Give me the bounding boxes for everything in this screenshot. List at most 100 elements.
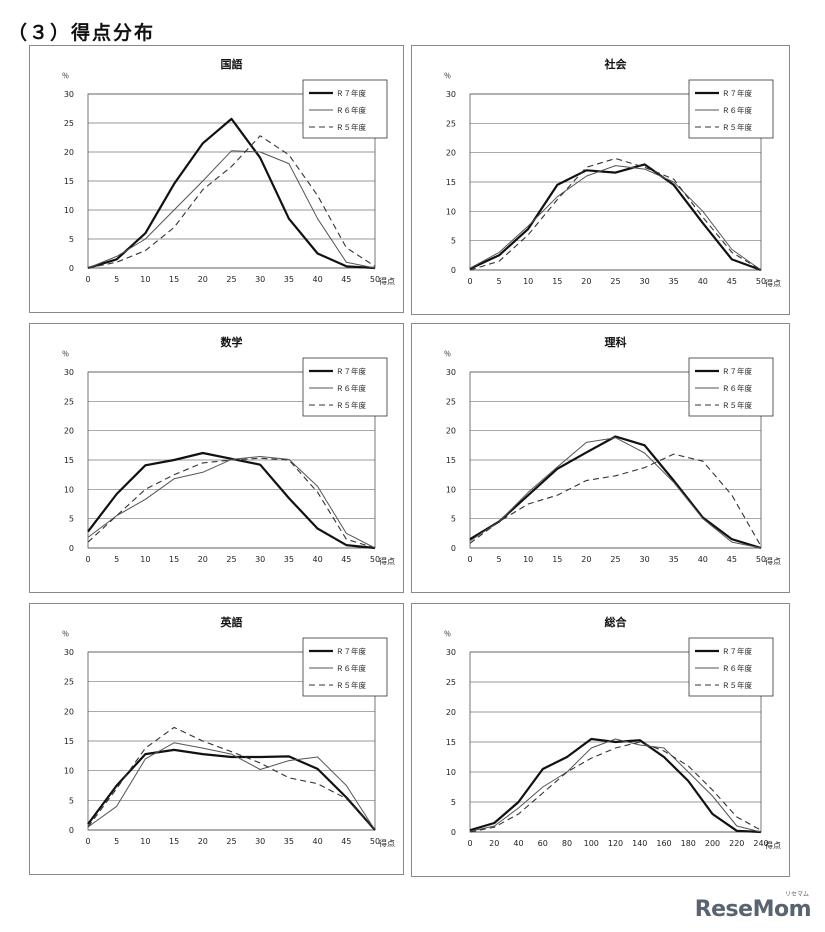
legend-label-r5: Ｒ５年度 bbox=[336, 122, 366, 132]
x-tick-label: 30 bbox=[255, 837, 265, 846]
chart-title: 数学 bbox=[221, 335, 243, 349]
series-line-r5 bbox=[87, 135, 376, 269]
x-tick-label: 10 bbox=[140, 275, 150, 284]
x-tick-label: 15 bbox=[552, 555, 562, 564]
x-tick-label: 45 bbox=[341, 275, 351, 284]
x-tick-label: 0 bbox=[85, 837, 90, 846]
x-tick-label: 20 bbox=[489, 839, 499, 848]
x-tick-label: 50 bbox=[370, 555, 380, 564]
y-tick-label: 15 bbox=[64, 737, 74, 746]
chart-sogo: 総合 0 5 10 15 20 25 30 ％ 0 20 40 60 80 100 120 140 160 180 2… bbox=[411, 603, 790, 877]
x-tick-label: 30 bbox=[640, 555, 650, 564]
legend-label-r7: Ｒ７年度 bbox=[336, 646, 366, 656]
y-axis-unit: ％ bbox=[62, 350, 69, 358]
x-tick-label: 25 bbox=[610, 555, 620, 564]
chart-eigo: 英語 0 5 10 15 20 25 30 ％ 0 5 10 15 20 25 30 35 40 45 50 得点 Ｒ７年… bbox=[29, 603, 404, 875]
y-axis-unit: ％ bbox=[444, 350, 451, 358]
x-tick-label: 0 bbox=[85, 275, 90, 284]
x-tick-label: 80 bbox=[562, 839, 572, 848]
resemom-watermark: ReseMom bbox=[694, 897, 812, 922]
y-tick-label: 25 bbox=[446, 119, 456, 128]
y-tick-label: 10 bbox=[446, 207, 456, 216]
x-tick-label: 180 bbox=[681, 839, 696, 848]
chart-title: 社会 bbox=[604, 57, 628, 71]
y-tick-label: 30 bbox=[64, 368, 74, 377]
y-tick-label: 30 bbox=[64, 90, 74, 99]
x-tick-label: 50 bbox=[756, 277, 766, 286]
y-tick-label: 20 bbox=[446, 149, 456, 158]
x-tick-label: 35 bbox=[284, 275, 294, 284]
watermark-subtext: リセマム bbox=[784, 891, 809, 898]
y-tick-label: 5 bbox=[451, 515, 456, 524]
y-tick-label: 15 bbox=[446, 178, 456, 187]
x-tick-label: 200 bbox=[705, 839, 720, 848]
series-line-r6 bbox=[87, 456, 376, 549]
legend-label-r6: Ｒ６年度 bbox=[722, 663, 752, 673]
series-line-r7 bbox=[87, 748, 376, 831]
y-tick-label: 15 bbox=[64, 177, 74, 186]
legend: Ｒ７年度 Ｒ６年度 Ｒ５年度 bbox=[302, 79, 388, 139]
plot-area bbox=[87, 93, 376, 269]
y-tick-label: 20 bbox=[64, 148, 74, 157]
x-axis-label: 得点 bbox=[765, 556, 781, 566]
x-axis-label: 得点 bbox=[765, 840, 781, 850]
y-tick-label: 15 bbox=[446, 456, 456, 465]
x-tick-label: 50 bbox=[370, 275, 380, 284]
y-tick-label: 15 bbox=[446, 738, 456, 747]
x-tick-label: 45 bbox=[727, 555, 737, 564]
x-tick-label: 0 bbox=[85, 555, 90, 564]
plot-area bbox=[87, 651, 376, 831]
x-tick-label: 20 bbox=[198, 555, 208, 564]
x-tick-label: 25 bbox=[610, 277, 620, 286]
y-tick-label: 0 bbox=[69, 826, 74, 835]
x-tick-label: 15 bbox=[552, 277, 562, 286]
x-axis-label: 得点 bbox=[379, 276, 395, 286]
legend-label-r7: Ｒ７年度 bbox=[722, 88, 752, 98]
x-tick-label: 30 bbox=[640, 277, 650, 286]
y-tick-label: 20 bbox=[446, 427, 456, 436]
legend-label-r7: Ｒ７年度 bbox=[336, 366, 366, 376]
y-tick-label: 20 bbox=[64, 427, 74, 436]
x-tick-label: 50 bbox=[756, 555, 766, 564]
series-line-r7 bbox=[87, 451, 376, 550]
x-tick-label: 240 bbox=[753, 839, 768, 848]
y-tick-label: 15 bbox=[64, 456, 74, 465]
y-tick-label: 10 bbox=[446, 768, 456, 777]
x-tick-label: 5 bbox=[114, 275, 119, 284]
x-tick-label: 10 bbox=[140, 555, 150, 564]
y-tick-label: 0 bbox=[451, 544, 456, 553]
plot-area bbox=[469, 371, 762, 549]
x-tick-label: 25 bbox=[226, 555, 236, 564]
y-axis-unit: ％ bbox=[444, 630, 451, 638]
legend-box bbox=[302, 357, 388, 417]
legend-label-r5: Ｒ５年度 bbox=[336, 400, 366, 410]
y-tick-label: 0 bbox=[451, 266, 456, 275]
y-tick-label: 0 bbox=[69, 264, 74, 273]
x-tick-label: 60 bbox=[538, 839, 548, 848]
y-tick-label: 5 bbox=[69, 235, 74, 244]
legend-label-r6: Ｒ６年度 bbox=[336, 105, 366, 115]
x-tick-label: 5 bbox=[497, 277, 502, 286]
x-tick-label: 40 bbox=[313, 555, 323, 564]
x-axis-label: 得点 bbox=[379, 556, 395, 566]
page-title: （３）得点分布 bbox=[8, 22, 156, 44]
y-axis-unit: ％ bbox=[444, 72, 451, 80]
legend-label-r6: Ｒ６年度 bbox=[722, 105, 752, 115]
y-tick-label: 0 bbox=[451, 828, 456, 837]
x-tick-label: 35 bbox=[669, 277, 679, 286]
series-line-r7 bbox=[469, 435, 762, 550]
chart-kokugo: 国語 0 5 10 15 20 25 30 ％ 0 5 10 15 20 25 30 35 40 45 50 得点 Ｒ７年… bbox=[29, 45, 404, 313]
series-line-r6 bbox=[87, 742, 376, 831]
x-tick-label: 0 bbox=[467, 839, 472, 848]
x-tick-label: 15 bbox=[169, 555, 179, 564]
x-tick-label: 10 bbox=[140, 837, 150, 846]
x-tick-label: 40 bbox=[313, 837, 323, 846]
y-axis-unit: ％ bbox=[62, 630, 69, 638]
legend-box bbox=[688, 357, 774, 417]
legend-label-r7: Ｒ７年度 bbox=[336, 88, 366, 98]
x-tick-label: 45 bbox=[341, 837, 351, 846]
x-tick-label: 15 bbox=[169, 275, 179, 284]
